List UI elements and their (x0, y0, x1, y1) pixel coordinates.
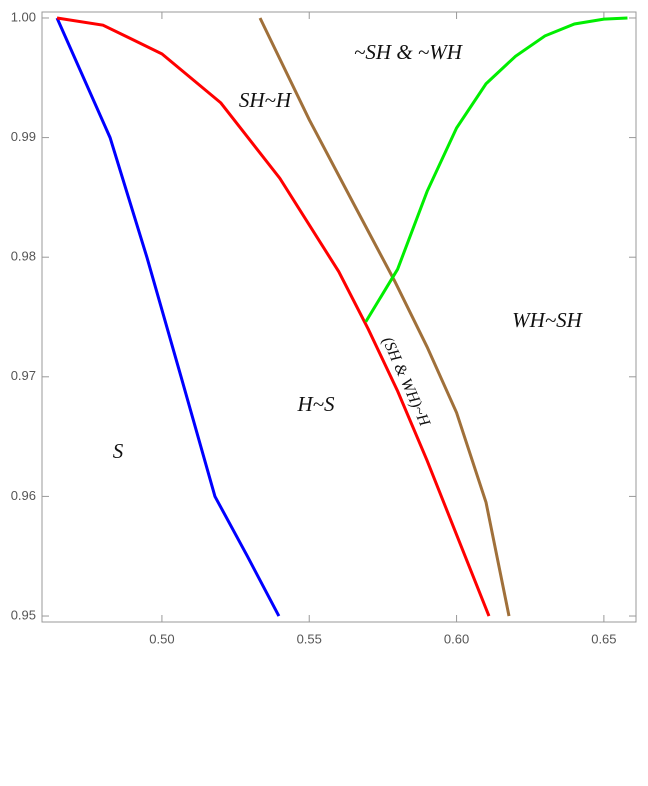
plot-frame (41, 11, 637, 623)
x-tick-label: 0.55 (297, 631, 322, 646)
y-tick-label: 1.00 (11, 9, 36, 24)
annotation: SH~H (239, 88, 293, 112)
y-tick-label: 0.97 (11, 368, 36, 383)
x-tick-label: 0.65 (591, 631, 616, 646)
y-tick-label: 0.96 (11, 488, 36, 503)
annotation: WH~SH (512, 308, 584, 332)
curve (258, 17, 511, 617)
curve (364, 16, 628, 323)
y-tick-label: 0.98 (11, 249, 36, 264)
annotation: ~SH & ~WH (354, 40, 464, 64)
annotation: H~S (296, 392, 335, 416)
y-tick-label: 0.95 (11, 607, 36, 622)
annotation: S (113, 439, 124, 463)
x-tick-label: 0.50 (149, 631, 174, 646)
x-tick-label: 0.60 (444, 631, 469, 646)
y-tick-label: 0.99 (11, 129, 36, 144)
curve (55, 17, 281, 617)
annotation: (SH & WH)~H (379, 334, 434, 430)
curve (56, 16, 491, 617)
